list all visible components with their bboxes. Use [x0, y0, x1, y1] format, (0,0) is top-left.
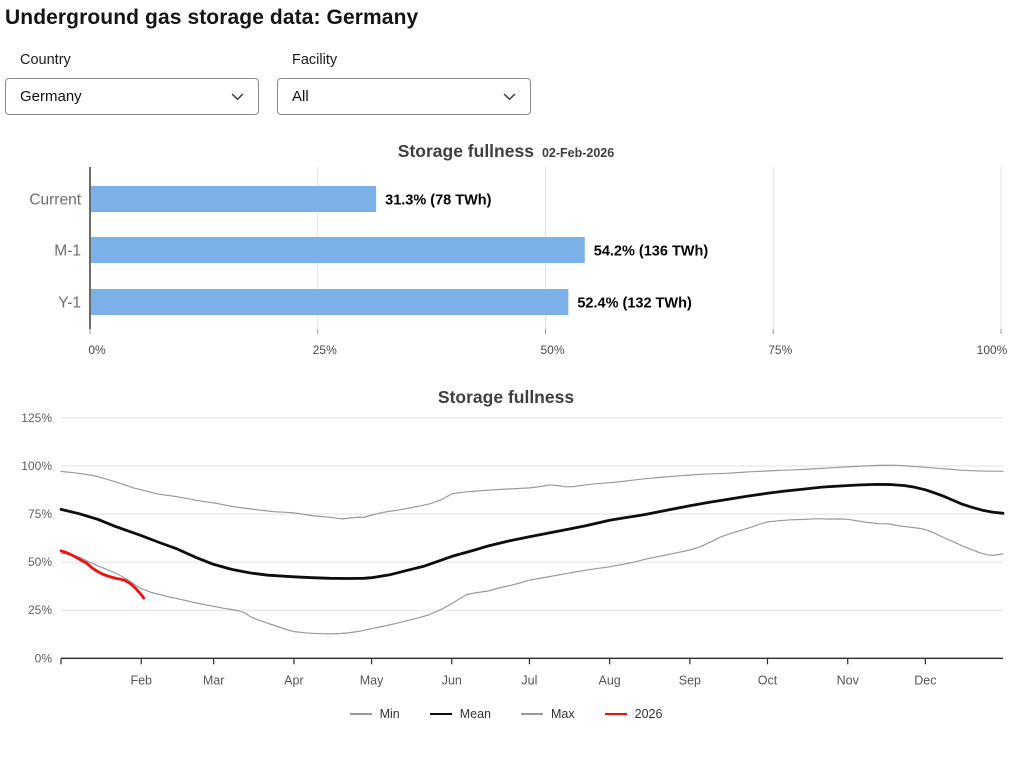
legend-item-mean[interactable]: Mean — [429, 707, 491, 721]
chevron-down-icon — [231, 93, 244, 101]
legend-swatch-min — [349, 713, 372, 715]
page-title: Underground gas storage data: Germany — [5, 6, 419, 29]
storage-fullness-line-chart: 0% 25% 50% 75% 100% 125% Feb Mar Apr May Jun Jul Aug… — [21, 411, 1005, 687]
line-month-label: Apr — [284, 673, 303, 687]
line-chart-title: Storage fullness — [437, 387, 575, 407]
line-month-label: Oct — [758, 673, 778, 687]
bar-xtick-label: 100% — [977, 343, 1008, 357]
line-ytick-label: 75% — [28, 507, 52, 521]
legend-item-min[interactable]: Min — [349, 707, 400, 721]
bar-xtick-label: 25% — [313, 343, 337, 357]
chevron-down-icon — [503, 93, 516, 101]
series-2026 — [59, 549, 146, 600]
storage-fullness-line-chart-block: Storage fullness 0% 25% 50% 75% 100% 125% Feb M… — [0, 387, 1012, 721]
line-ytick-label: 0% — [35, 651, 53, 665]
line-ytick-label: 25% — [28, 603, 52, 617]
bar-xtick-label: 50% — [540, 343, 564, 357]
legend-swatch-mean — [429, 713, 452, 715]
storage-fullness-bar-chart: 0% 25% 50% 75% 100% Current 31.3% (78 TWh) M-1 5… — [29, 167, 1008, 357]
facility-select[interactable]: All — [277, 78, 531, 115]
legend-swatch-max — [521, 713, 543, 715]
line-month-label: Sep — [679, 673, 701, 687]
bar-chart-title: Storage fullness — [397, 141, 534, 161]
filters-bar: Country Germany Facility All — [5, 52, 1012, 115]
legend-swatch-2026 — [604, 713, 627, 715]
bar-chart-subtitle: 02-Feb-2026 — [541, 146, 615, 160]
series-min — [60, 518, 1004, 635]
line-ytick-label: 100% — [21, 459, 52, 473]
bar-category-label: Y-1 — [58, 295, 81, 312]
line-month-label: Feb — [130, 673, 152, 687]
country-select-value: Germany — [20, 88, 82, 105]
line-month-label: Dec — [914, 673, 936, 687]
line-month-label: May — [360, 673, 384, 687]
line-ytick-label: 125% — [21, 411, 52, 425]
country-filter-group: Country Germany — [5, 52, 259, 115]
legend-item-max[interactable]: Max — [521, 707, 575, 721]
facility-label: Facility — [292, 52, 338, 68]
bar-xtick-label: 0% — [88, 343, 106, 357]
bar-y-1[interactable] — [91, 289, 569, 315]
line-month-label: Mar — [203, 673, 225, 687]
series-mean — [59, 483, 1005, 580]
line-month-label: Nov — [837, 673, 860, 687]
line-month-label: Jun — [442, 673, 462, 687]
series-max — [60, 464, 1004, 520]
bar-category-label: Current — [29, 192, 81, 209]
legend-item-2026[interactable]: 2026 — [604, 707, 662, 721]
country-select[interactable]: Germany — [5, 78, 259, 115]
bar-value-label: 31.3% (78 TWh) — [385, 193, 492, 209]
facility-filter-group: Facility All — [277, 52, 531, 115]
facility-select-value: All — [292, 88, 309, 105]
line-month-label: Aug — [599, 673, 621, 687]
bar-value-label: 54.2% (136 TWh) — [594, 244, 709, 260]
storage-fullness-bar-chart-block: Storage fullness 02-Feb-2026 0% 25% 50% 75%… — [0, 141, 1012, 369]
country-label: Country — [20, 52, 71, 68]
bar-m-1[interactable] — [91, 237, 585, 263]
line-ytick-label: 50% — [28, 555, 52, 569]
bar-value-label: 52.4% (132 TWh) — [577, 296, 692, 312]
line-chart-legend: Min Mean Max 2026 — [0, 707, 1012, 721]
bar-category-label: M-1 — [54, 243, 81, 260]
bar-xtick-label: 75% — [768, 343, 792, 357]
line-month-label: Jul — [521, 673, 537, 687]
bar-current[interactable] — [91, 186, 377, 212]
